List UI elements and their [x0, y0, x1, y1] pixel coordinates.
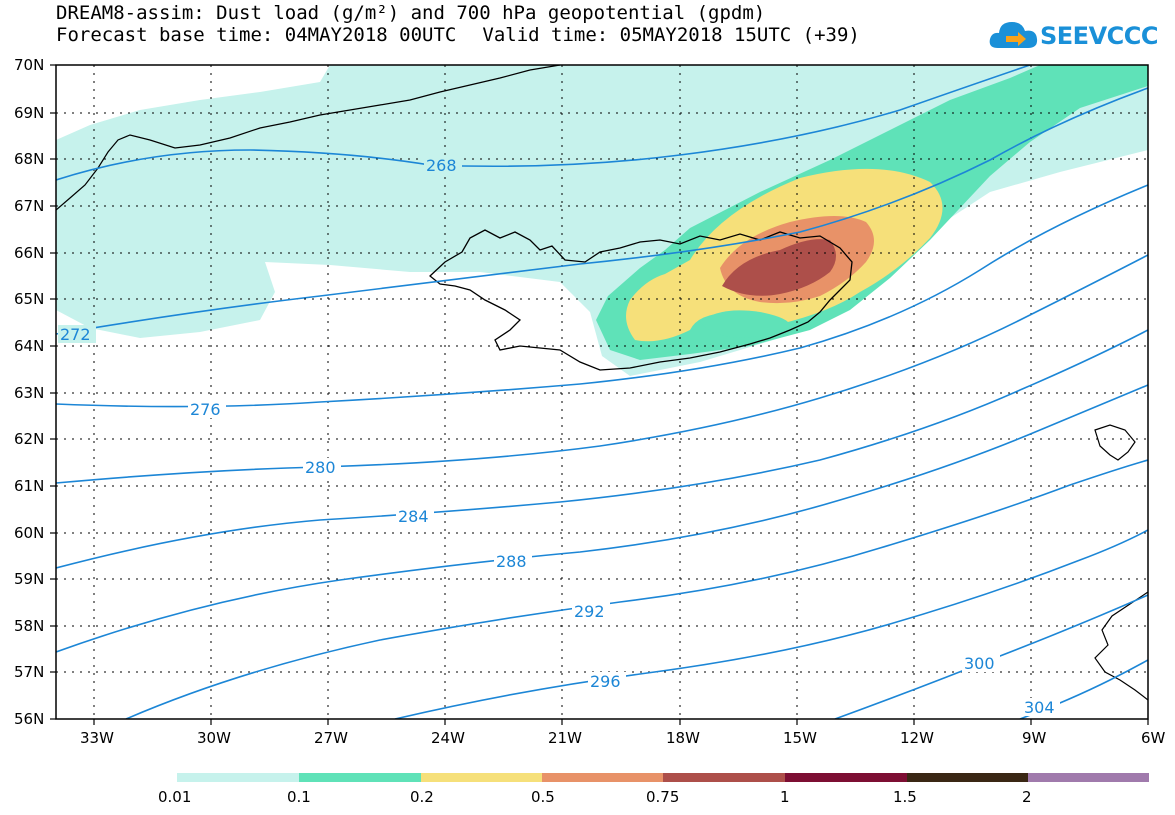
legend-colorbar [177, 773, 1149, 782]
contour-284 [56, 329, 1148, 569]
lon-label: 30W [197, 729, 231, 747]
lat-label: 57N [14, 663, 44, 681]
contour-296 [394, 529, 1148, 719]
lat-label: 61N [14, 477, 44, 495]
valid-time: Valid time: 05MAY2018 15UTC (+39) [482, 24, 860, 46]
geopotential-contours [56, 65, 1148, 719]
lon-label: 24W [431, 729, 465, 747]
lat-label: 65N [14, 290, 44, 308]
greenland-coastline [56, 65, 561, 211]
map-title: DREAM8-assim: Dust load (g/m²) and 700 h… [56, 2, 766, 24]
legend-swatch [663, 773, 785, 782]
lon-label: 6W [1141, 729, 1166, 747]
lat-label: 63N [14, 384, 44, 402]
contour-label-288: 288 [496, 552, 527, 571]
contour-labels: 268 272 276 280 284 288 292 296 300 304 [58, 156, 1060, 717]
contour-272 [56, 87, 1148, 335]
lat-label: 67N [14, 197, 44, 215]
legend-tick: 2 [1022, 788, 1032, 806]
lat-label: 59N [14, 570, 44, 588]
faroe-islands [1094, 424, 1136, 461]
legend-tick: 1.5 [893, 788, 917, 806]
contour-label-304: 304 [1024, 698, 1055, 717]
lon-label: 9W [1022, 729, 1047, 747]
legend-tick: 0.2 [410, 788, 434, 806]
lon-label: 15W [783, 729, 817, 747]
lat-label: 70N [14, 56, 44, 74]
legend-swatch [542, 773, 663, 782]
contour-276 [56, 184, 1148, 408]
legend-tick: 0.75 [646, 788, 679, 806]
legend-swatch [177, 773, 299, 782]
lat-label: 66N [14, 244, 44, 262]
lat-label: 58N [14, 617, 44, 635]
cloud-icon [989, 22, 1038, 48]
lon-label: 12W [900, 729, 934, 747]
dust-hole [700, 310, 790, 338]
contour-292 [125, 459, 1148, 719]
lat-label: 62N [14, 430, 44, 448]
contour-label-296: 296 [590, 672, 621, 691]
legend-swatch [907, 773, 1028, 782]
lat-label: 69N [14, 104, 44, 122]
dust-layer-0.75 [722, 239, 836, 296]
contour-label-276: 276 [190, 400, 221, 419]
lon-label: 33W [80, 729, 114, 747]
lon-label: 27W [314, 729, 348, 747]
lon-label: 18W [666, 729, 700, 747]
scotland-coastline [1094, 591, 1148, 701]
contour-label-300: 300 [964, 654, 995, 673]
contour-label-268: 268 [426, 156, 457, 175]
contour-label-292: 292 [574, 602, 605, 621]
legend-tick: 0.1 [287, 788, 311, 806]
legend-tick: 1 [780, 788, 790, 806]
iceland-coastline [429, 229, 853, 371]
legend-swatch [299, 773, 421, 782]
longitude-labels: 33W 30W 27W 24W 21W 18W 15W 12W 9W 6W [80, 729, 1166, 747]
legend-swatch [1028, 773, 1149, 782]
contour-280 [56, 254, 1148, 484]
logo-text: SEEVCCC [1040, 22, 1159, 50]
legend-tick: 0.5 [531, 788, 555, 806]
contour-label-280: 280 [305, 458, 336, 477]
map-subtitle: Forecast base time: 04MAY2018 00UTC Valid… [56, 24, 860, 46]
contour-label-284: 284 [398, 507, 429, 526]
axis-ticks [50, 64, 1149, 725]
lat-label: 56N [14, 710, 44, 728]
lon-label: 21W [548, 729, 582, 747]
base-time: Forecast base time: 04MAY2018 00UTC [56, 24, 457, 46]
latitude-labels: 70N 69N 68N 67N 66N 65N 64N 63N 62N 61N … [14, 56, 44, 728]
legend-ticks: 0.01 0.1 0.2 0.5 0.75 1 1.5 2 [158, 788, 1032, 806]
legend-swatch [785, 773, 907, 782]
legend-swatch [421, 773, 542, 782]
lat-label: 68N [14, 150, 44, 168]
contour-label-272: 272 [60, 325, 91, 344]
map-frame [55, 64, 1149, 720]
lat-label: 60N [14, 524, 44, 542]
lat-label: 64N [14, 337, 44, 355]
contour-268 [56, 65, 1031, 181]
contour-288 [56, 384, 1148, 653]
legend-tick: 0.01 [158, 788, 191, 806]
seevccc-logo: SEEVCCC [988, 14, 1159, 58]
